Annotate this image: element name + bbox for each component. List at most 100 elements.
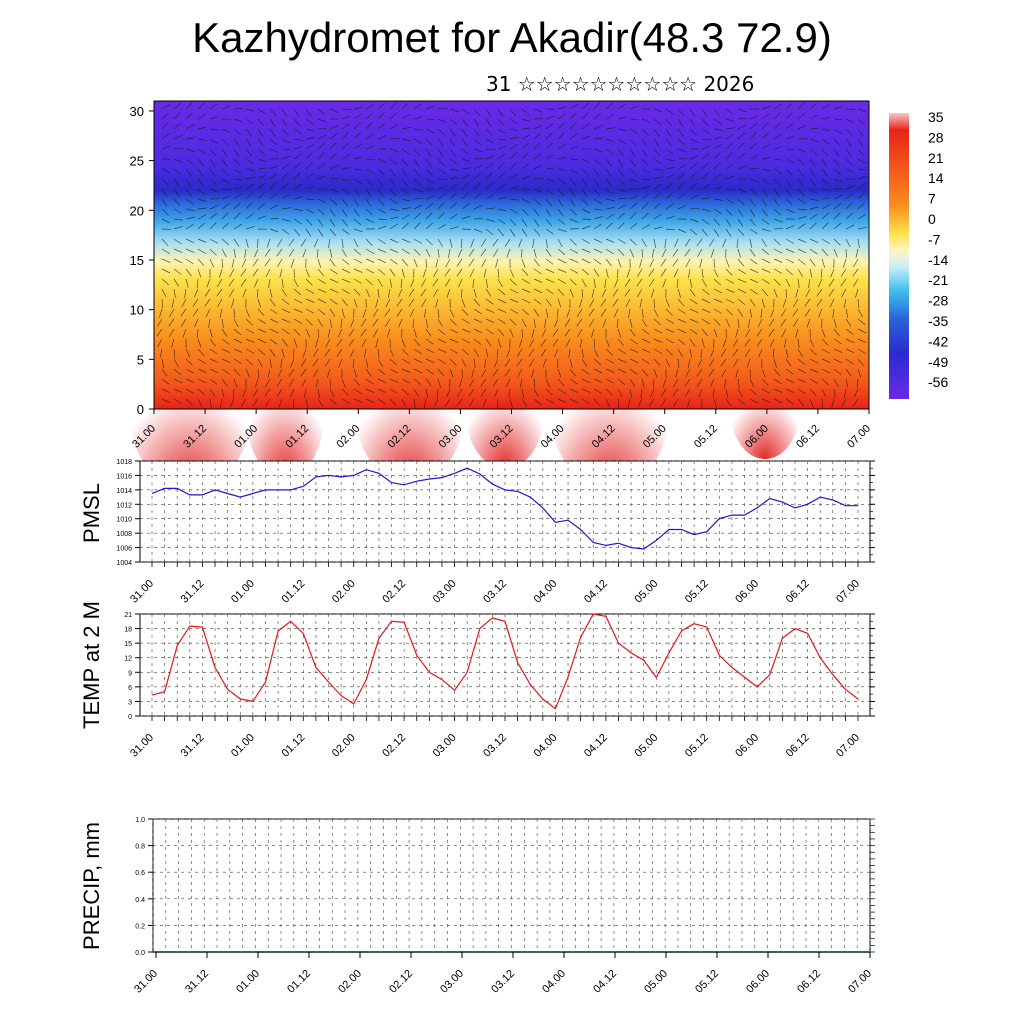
wind-barb [288, 368, 295, 377]
wind-barb [341, 115, 351, 120]
wind-barb [278, 398, 283, 408]
wind-barb [545, 142, 553, 150]
wind-barb [677, 157, 688, 160]
x-tick-label: 02.00 [330, 732, 358, 760]
wind-barb [821, 222, 829, 230]
wind-barb [564, 328, 571, 337]
wind-barb [197, 178, 204, 187]
wind-barb [809, 127, 819, 130]
wind-barb [665, 182, 673, 190]
wind-barb [413, 222, 421, 230]
wind-barb [761, 238, 767, 247]
wind-barb [605, 338, 610, 348]
wind-barb [456, 388, 463, 397]
wind-barb [665, 318, 675, 324]
wind-barb [197, 207, 207, 210]
wind-barb [437, 224, 446, 230]
wind-barb [785, 178, 792, 187]
wind-barb [701, 145, 711, 150]
wind-barb [341, 228, 350, 235]
wind-barb [365, 288, 371, 298]
wind-barb [581, 248, 591, 253]
wind-barb [197, 198, 207, 202]
wind-barb [209, 248, 217, 256]
wind-barb [773, 368, 781, 377]
wind-barb [557, 178, 566, 185]
wind-barb [773, 158, 783, 161]
x-tick-label: 06.12 [784, 732, 812, 760]
wind-barb [833, 158, 840, 167]
wind-barb [821, 178, 830, 185]
wind-barb [605, 222, 613, 230]
wind-barb [497, 328, 505, 337]
wind-barb [161, 218, 171, 224]
wind-barb [701, 268, 704, 278]
wind-barb [257, 108, 266, 115]
wind-barb [662, 278, 667, 288]
wind-barb [797, 178, 804, 187]
wind-barb [289, 388, 295, 398]
wind-barb [665, 158, 675, 162]
wind-barb [425, 388, 429, 398]
wind-barb [845, 348, 855, 354]
wind-barb [209, 358, 219, 363]
wind-barb [833, 168, 842, 176]
wind-barb [173, 218, 183, 221]
wind-barb [329, 248, 333, 258]
wind-barb [857, 118, 865, 126]
wind-barb [173, 358, 179, 367]
wind-barb [233, 168, 242, 174]
wind-barb [473, 118, 480, 127]
x-tick-label: 02.12 [380, 732, 408, 760]
wind-barb [689, 138, 699, 143]
wind-barb [373, 328, 379, 337]
x-tick-label: 04.00 [532, 732, 560, 760]
wind-barb [516, 348, 523, 357]
wind-barb [797, 248, 807, 254]
wind-barb [809, 368, 819, 373]
wind-barb [221, 258, 224, 269]
wind-barb [629, 348, 639, 353]
wind-barb [653, 298, 655, 309]
wind-barb [197, 113, 206, 120]
wind-barb [533, 208, 540, 217]
wind-barb [617, 378, 626, 386]
wind-barb [557, 208, 564, 217]
wind-barb [305, 398, 309, 408]
wind-barb [401, 388, 409, 396]
wind-barb [173, 258, 183, 264]
wind-barb [545, 378, 551, 388]
wind-barb [684, 238, 691, 247]
wind-barb [375, 338, 379, 348]
wind-barb [483, 268, 487, 278]
wind-barb [257, 174, 267, 180]
wind-barb [387, 288, 391, 298]
wind-barb [156, 328, 163, 337]
wind-barb [533, 378, 536, 389]
wind-barb [577, 328, 583, 338]
y-tick-label: 3 [128, 699, 132, 706]
wind-barb [641, 348, 651, 353]
wind-barb [413, 238, 422, 244]
wind-barb [701, 278, 707, 287]
wind-barb [809, 268, 813, 278]
wind-barb [389, 168, 396, 177]
wind-barb [281, 288, 288, 297]
wind-barb [785, 358, 792, 367]
wind-barb [857, 148, 865, 156]
wind-barb [389, 258, 398, 265]
wind-barb [758, 348, 763, 358]
wind-barbs [156, 102, 867, 409]
wind-barb [821, 204, 830, 210]
wind-barb [401, 158, 408, 167]
wind-barb [521, 298, 531, 304]
wind-barb [855, 248, 859, 258]
colorbar-label: -42 [928, 333, 948, 349]
wind-barb [389, 188, 397, 197]
wind-barb [425, 248, 431, 258]
wind-barb [317, 163, 326, 170]
wind-barb [389, 248, 399, 254]
wind-barb [504, 238, 511, 247]
wind-barb [780, 308, 787, 317]
wind-barb [449, 118, 458, 125]
